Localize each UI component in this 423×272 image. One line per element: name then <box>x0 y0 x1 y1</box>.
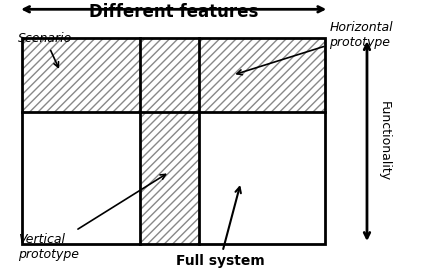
Bar <box>22 38 325 112</box>
Text: Full system: Full system <box>176 187 264 268</box>
Text: Horizontal
prototype: Horizontal prototype <box>237 21 393 75</box>
Text: Vertical
prototype: Vertical prototype <box>18 174 165 261</box>
Bar <box>140 38 199 244</box>
Text: Scenario: Scenario <box>18 32 72 67</box>
Text: Different features: Different features <box>89 3 258 21</box>
Text: Functionality: Functionality <box>377 101 390 181</box>
Bar <box>22 38 325 244</box>
